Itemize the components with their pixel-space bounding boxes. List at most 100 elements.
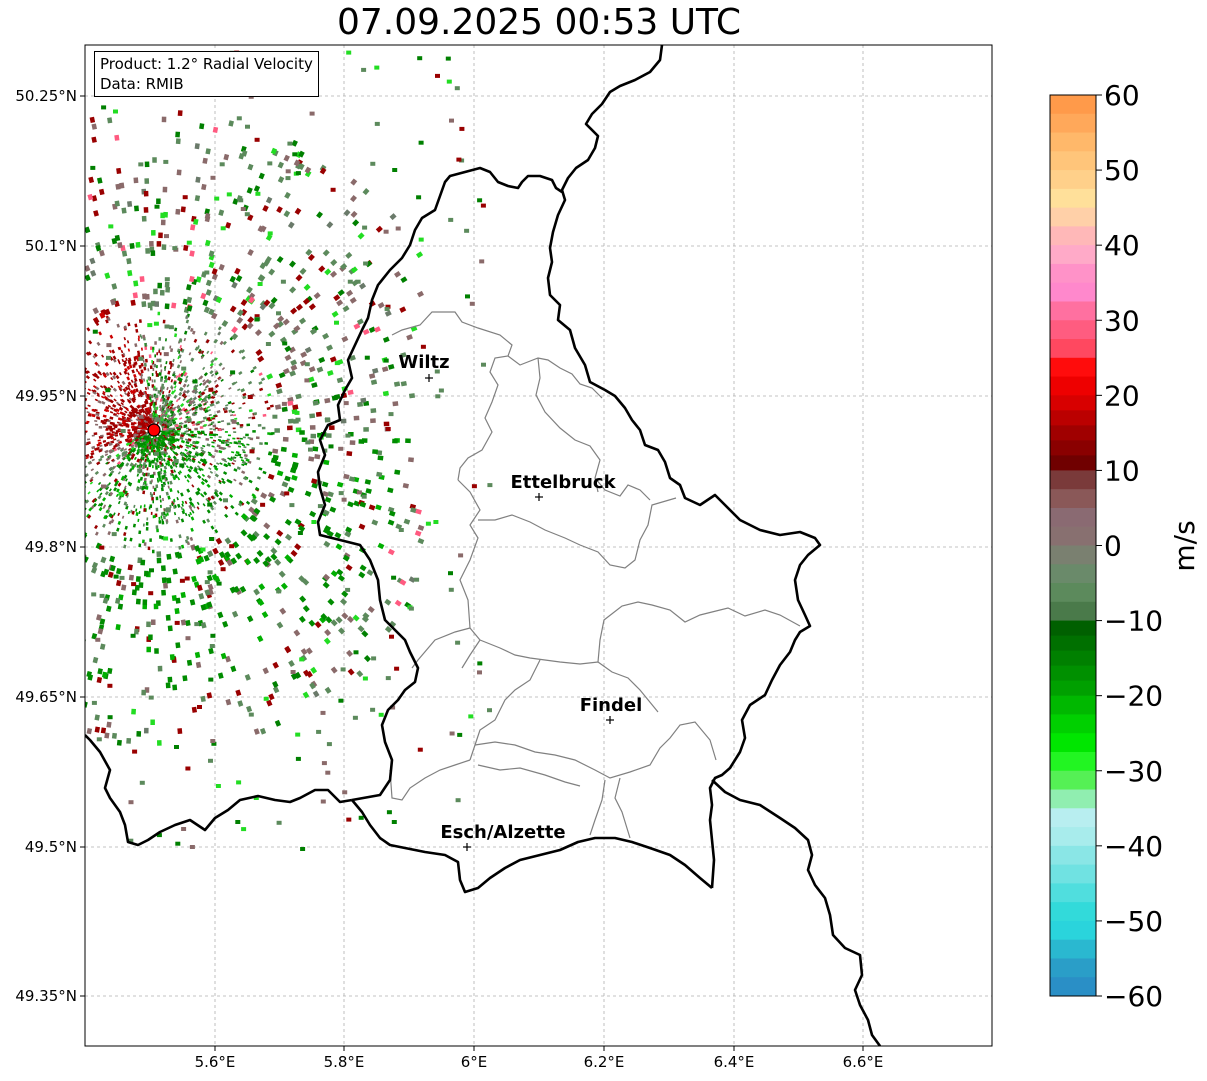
- radar-echo: [147, 323, 153, 328]
- radar-echo: [329, 356, 337, 363]
- colorbar-band: [1050, 320, 1096, 340]
- radar-echo: [143, 190, 149, 197]
- radar-echo: [147, 368, 150, 372]
- radar-echo: [177, 373, 182, 378]
- radar-echo: [341, 612, 349, 620]
- radar-echo: [158, 418, 162, 422]
- radar-echo: [294, 410, 300, 415]
- radar-echo: [162, 497, 165, 502]
- radar-echo: [123, 537, 127, 542]
- radar-echo: [196, 422, 200, 425]
- radar-echo: [159, 289, 165, 296]
- radar-echo: [189, 599, 196, 606]
- colorbar-band: [1050, 902, 1096, 922]
- radar-echo: [410, 507, 417, 514]
- radar-echo: [91, 136, 97, 143]
- radar-echo: [190, 399, 195, 403]
- radar-echo: [116, 439, 120, 442]
- radar-echo: [206, 692, 213, 699]
- radar-echo: [448, 571, 453, 576]
- radar-echo: [266, 373, 274, 380]
- radar-echo: [92, 316, 100, 324]
- radar-echo: [138, 582, 144, 588]
- radar-echo: [385, 676, 391, 681]
- radar-echo: [288, 660, 295, 668]
- radar-echo: [89, 257, 96, 265]
- radar-echo: [238, 371, 243, 376]
- radar-echo: [230, 557, 238, 565]
- radar-echo: [126, 435, 131, 438]
- lon-tick-6-6: 6.6°E: [843, 1053, 884, 1071]
- radar-echo: [168, 400, 172, 404]
- radar-echo: [358, 523, 366, 530]
- radar-echo: [340, 262, 348, 270]
- radar-echo: [143, 207, 149, 213]
- radar-echo: [135, 388, 139, 393]
- radar-echo: [329, 425, 335, 430]
- radar-echo: [179, 417, 183, 420]
- radar-echo: [284, 554, 292, 562]
- radar-echo: [137, 434, 141, 438]
- radar-echo: [408, 606, 414, 611]
- radar-echo: [180, 452, 185, 457]
- radar-echo: [365, 488, 372, 494]
- colorbar-tick-label: 30: [1104, 304, 1140, 337]
- radar-echo: [303, 283, 311, 291]
- radar-echo: [123, 501, 128, 506]
- radar-echo: [324, 268, 332, 276]
- radar-echo: [316, 366, 324, 373]
- radar-echo: [364, 355, 370, 360]
- radar-echo: [389, 620, 397, 628]
- radar-echo: [133, 280, 139, 287]
- radar-echo: [234, 417, 238, 420]
- radar-echo: [169, 487, 173, 493]
- radar-echo: [229, 544, 235, 549]
- radar-echo: [183, 244, 189, 252]
- radar-echo: [178, 339, 181, 344]
- radar-echo: [132, 363, 136, 368]
- radar-echo: [175, 642, 181, 649]
- radar-echo: [359, 564, 367, 572]
- radar-echo: [324, 496, 332, 503]
- radar-echo: [206, 574, 213, 582]
- radar-echo: [175, 138, 181, 145]
- radar-echo: [143, 366, 147, 371]
- radar-echo: [322, 581, 330, 589]
- radar-echo: [96, 394, 101, 398]
- radar-echo: [143, 400, 148, 405]
- radar-echo: [363, 261, 369, 266]
- radar-echo: [133, 383, 138, 388]
- radar-echo: [224, 406, 229, 411]
- radar-echo: [159, 407, 163, 412]
- radar-echo: [135, 361, 138, 365]
- radar-echo: [480, 203, 486, 208]
- radar-echo: [239, 585, 247, 593]
- radar-echo: [347, 501, 354, 508]
- radar-echo: [210, 633, 216, 638]
- radar-echo: [329, 506, 337, 513]
- radar-echo: [141, 391, 145, 396]
- radar-echo: [103, 515, 107, 520]
- radar-echo: [151, 230, 156, 236]
- radar-echo: [182, 397, 186, 402]
- radar-echo: [133, 456, 137, 461]
- radar-echo: [230, 451, 235, 454]
- radar-echo: [169, 654, 175, 660]
- radar-echo: [394, 469, 401, 475]
- radar-echo: [384, 307, 390, 312]
- radar-echo: [157, 471, 161, 476]
- radar-echo: [85, 555, 89, 563]
- radar-echo: [86, 391, 91, 395]
- radar-echo: [142, 424, 146, 427]
- radar-echo: [106, 427, 110, 430]
- radar-echo: [349, 296, 357, 304]
- radar-echo: [259, 727, 267, 735]
- radar-echo: [290, 673, 298, 681]
- radar-echo: [137, 468, 143, 473]
- radar-echo: [218, 362, 223, 367]
- radar-echo: [159, 495, 162, 499]
- colorbar-band: [1050, 827, 1096, 847]
- radar-echo: [148, 506, 151, 510]
- radar-echo: [98, 372, 103, 376]
- radar-echo: [203, 478, 209, 484]
